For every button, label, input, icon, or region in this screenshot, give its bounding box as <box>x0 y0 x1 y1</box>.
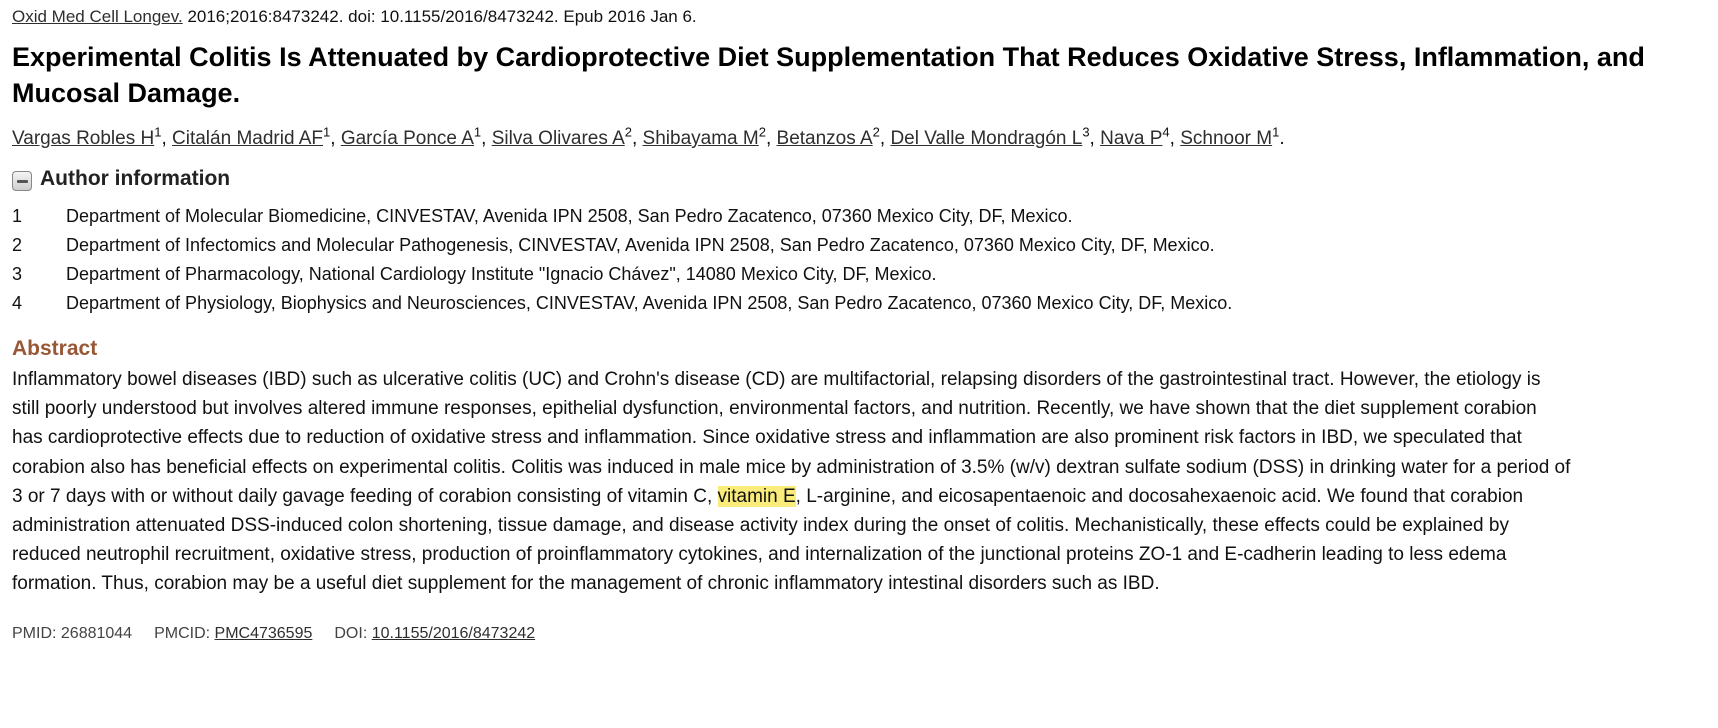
highlighted-term: vitamin E <box>717 485 796 507</box>
author-info-title[interactable]: Author information <box>40 167 231 190</box>
article-title: Experimental Colitis Is Attenuated by Ca… <box>12 42 1645 108</box>
pmcid-label: PMCID: <box>154 624 215 642</box>
citation-line: Oxid Med Cell Longev. 2016;2016:8473242.… <box>12 6 1706 28</box>
author-affiliation-sup: 4 <box>1162 124 1170 140</box>
affiliation-number: 1 <box>12 206 23 226</box>
affiliation-list: 1 Department of Molecular Biomedicine, C… <box>12 202 1706 318</box>
author-affiliation-sup: 2 <box>872 124 880 140</box>
author-separator: , <box>765 128 777 149</box>
affiliation-number: 3 <box>12 264 23 284</box>
author-link[interactable]: Shibayama M <box>642 128 759 149</box>
author-separator: , <box>1169 128 1181 149</box>
author-link[interactable]: Schnoor M <box>1180 128 1273 149</box>
author-separator: , <box>631 128 643 149</box>
doi-label: DOI: <box>334 624 372 642</box>
abstract-heading: Abstract <box>12 337 98 360</box>
author-link[interactable]: García Ponce A <box>340 128 474 149</box>
collapse-minus-icon[interactable] <box>12 171 32 191</box>
affiliation-text: Department of Infectomics and Molecular … <box>66 235 1215 255</box>
author-affiliation-sup: 1 <box>154 124 162 140</box>
author-affiliation-sup: 3 <box>1082 124 1090 140</box>
affiliation-item: 3 Department of Pharmacology, National C… <box>12 260 1706 289</box>
abstract-text-part-1: Inflammatory bowel diseases (IBD) such a… <box>12 369 1571 507</box>
author-list: Vargas Robles H1, Citalán Madrid AF1, Ga… <box>12 126 1706 152</box>
affiliation-item: 1 Department of Molecular Biomedicine, C… <box>12 202 1706 231</box>
pmcid-item: PMCID: PMC4736595 <box>154 623 312 645</box>
affiliation-text: Department of Molecular Biomedicine, CIN… <box>66 206 1073 226</box>
author-affiliation-sup: 1 <box>1272 124 1280 140</box>
author-link[interactable]: Silva Olivares A <box>491 128 625 149</box>
identifier-bar: PMID: 26881044 PMCID: PMC4736595 DOI: 10… <box>12 623 1706 645</box>
author-separator: , <box>161 128 173 149</box>
abstract-text: Inflammatory bowel diseases (IBD) such a… <box>12 365 1572 599</box>
affiliation-number: 4 <box>12 293 23 313</box>
pmid-label: PMID: 26881044 <box>12 624 133 642</box>
citation-details: 2016;2016:8473242. doi: 10.1155/2016/847… <box>182 7 697 26</box>
abstract-text-part-2: , L-arginine, and eicosapentaenoic and d… <box>12 485 1524 595</box>
author-separator: , <box>1089 128 1101 149</box>
author-link[interactable]: Betanzos A <box>776 128 873 149</box>
affiliation-item: 2 Department of Infectomics and Molecula… <box>12 231 1706 260</box>
affiliation-text: Department of Physiology, Biophysics and… <box>66 293 1233 313</box>
author-affiliation-sup: 1 <box>323 124 331 140</box>
author-link[interactable]: Nava P <box>1100 128 1163 149</box>
doi-item: DOI: 10.1155/2016/8473242 <box>334 623 535 645</box>
author-link[interactable]: Vargas Robles H <box>12 128 155 149</box>
pmcid-link[interactable]: PMC4736595 <box>214 624 313 642</box>
article-page: Oxid Med Cell Longev. 2016;2016:8473242.… <box>12 6 1706 645</box>
author-link[interactable]: Del Valle Mondragón L <box>890 128 1083 149</box>
author-link[interactable]: Citalán Madrid AF <box>172 128 324 149</box>
affiliation-number: 2 <box>12 235 23 255</box>
author-separator: , <box>330 128 341 149</box>
author-affiliation-sup: 2 <box>758 124 766 140</box>
doi-link[interactable]: 10.1155/2016/8473242 <box>371 624 536 642</box>
journal-link[interactable]: Oxid Med Cell Longev. <box>12 7 183 26</box>
author-affiliation-sup: 1 <box>473 124 482 140</box>
author-separator: . <box>1279 128 1285 149</box>
affiliation-item: 4 Department of Physiology, Biophysics a… <box>12 289 1706 318</box>
affiliation-text: Department of Pharmacology, National Car… <box>66 264 937 284</box>
author-separator: , <box>879 128 891 149</box>
author-info-header[interactable]: Author information <box>12 166 1706 192</box>
author-separator: , <box>481 128 492 149</box>
author-affiliation-sup: 2 <box>624 124 632 140</box>
